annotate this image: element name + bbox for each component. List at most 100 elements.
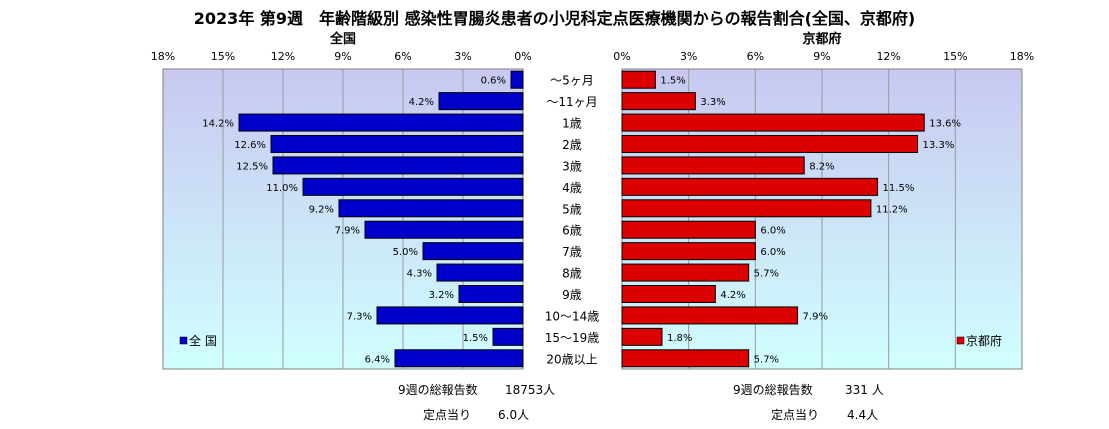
national-data-label: 1.5% <box>463 333 488 344</box>
kyoto-tick-label: 18% <box>1010 50 1034 63</box>
kyoto-bar <box>621 263 750 282</box>
category-label: 2歳 <box>562 138 582 152</box>
kyoto-tick-label: 6% <box>747 50 764 63</box>
national-panel: 0% 3% 6% 9% 12% 15% 18% 全国 0.6% 4.2% 14.2%12.6% 12.… <box>151 31 532 370</box>
national-data-label: 3.2% <box>429 290 454 301</box>
kyoto-bar <box>621 70 656 89</box>
national-bar <box>458 285 524 303</box>
kyoto-per-site-value: 4.4人 <box>847 408 879 422</box>
kyoto-tick-label: 15% <box>943 50 967 63</box>
kyoto-bar <box>621 199 872 218</box>
national-bar <box>492 327 524 346</box>
kyoto-bar <box>621 92 696 111</box>
national-tick-label: 6% <box>394 50 411 63</box>
national-data-label: 4.3% <box>407 269 432 280</box>
national-legend-swatch <box>179 336 188 345</box>
national-bar <box>302 177 524 196</box>
national-bar <box>376 306 524 325</box>
national-bar <box>272 156 524 175</box>
national-per-site-value: 6.0人 <box>498 408 530 422</box>
category-label: 5歳 <box>562 202 582 216</box>
category-label: 10～14歳 <box>545 309 600 323</box>
national-data-label: 11.0% <box>266 183 298 194</box>
national-panel-title: 全国 <box>329 31 356 47</box>
chart-title: 2023年 第9週 年齢階級別 感染性胃腸炎患者の小児科定点医療機関からの報告割… <box>193 9 916 28</box>
category-label: 20歳以上 <box>546 352 597 366</box>
kyoto-panel-title: 京都府 <box>802 31 841 47</box>
kyoto-bar <box>621 177 879 196</box>
national-tick-label: 12% <box>271 50 295 63</box>
category-label: ～11ヶ月 <box>546 95 597 109</box>
kyoto-data-label: 6.0% <box>760 247 785 258</box>
national-data-label: 12.6% <box>234 140 266 151</box>
kyoto-bar <box>621 327 663 346</box>
kyoto-data-label: 13.3% <box>923 140 955 151</box>
kyoto-bar <box>621 135 919 153</box>
national-data-label: 12.5% <box>236 161 268 172</box>
national-tick-label: 18% <box>151 50 175 63</box>
kyoto-tick-label: 3% <box>680 50 697 63</box>
national-per-site-label: 定点当り <box>423 408 472 422</box>
national-tick-label: 3% <box>454 50 471 63</box>
kyoto-per-site-label: 定点当り <box>771 408 820 422</box>
kyoto-data-label: 8.2% <box>809 161 834 172</box>
national-bar <box>394 349 524 368</box>
kyoto-bar <box>621 156 805 175</box>
national-data-label: 7.3% <box>347 311 372 322</box>
national-tick-label: 9% <box>334 50 351 63</box>
national-bar <box>364 220 524 239</box>
kyoto-panel: 0% 3% 6% 9% 12% 15% 18% 京都府 1.5% 3.3% 13.6% 13.3% 8.… <box>613 31 1034 370</box>
kyoto-bar <box>621 285 716 303</box>
national-bar <box>270 135 524 153</box>
kyoto-data-label: 11.2% <box>876 204 908 215</box>
kyoto-tick-label: 0% <box>613 50 630 63</box>
kyoto-total-value: 331 人 <box>845 383 884 397</box>
national-total-label: 9週の総報告数 <box>398 383 478 397</box>
kyoto-total-label: 9週の総報告数 <box>733 383 813 397</box>
national-bar <box>510 70 524 89</box>
kyoto-data-label: 1.5% <box>660 76 685 87</box>
national-legend-label: 全 国 <box>189 333 217 348</box>
national-bar <box>238 113 524 132</box>
national-data-label: 9.2% <box>309 204 334 215</box>
national-bar <box>436 263 524 282</box>
national-total-value: 18753人 <box>505 383 556 397</box>
butterfly-bar-chart: 0% 3% 6% 9% 12% 15% 18% 全国 0.6% 4.2% 14.2%12.6% 12.… <box>151 31 1034 370</box>
national-tick-label: 0% <box>514 50 531 63</box>
kyoto-data-label: 5.7% <box>754 354 779 365</box>
kyoto-data-label: 4.2% <box>720 290 745 301</box>
national-bar <box>438 92 524 111</box>
kyoto-data-label: 6.0% <box>760 226 785 237</box>
kyoto-data-label: 5.7% <box>754 269 779 280</box>
category-label: 7歳 <box>562 245 582 259</box>
category-label: 15～19歳 <box>545 331 600 345</box>
category-label: 9歳 <box>562 288 582 302</box>
category-labels: ～5ヶ月 ～11ヶ月 1歳 2歳 3歳 4歳 5歳 6歳 7歳 8歳 9歳 10～14歳 15～19歳 2… <box>545 74 600 367</box>
category-label: 1歳 <box>562 117 582 131</box>
national-tick-label: 15% <box>211 50 235 63</box>
kyoto-legend-swatch <box>956 336 965 345</box>
national-data-label: 6.4% <box>365 354 390 365</box>
kyoto-bar <box>621 349 750 368</box>
kyoto-data-label: 3.3% <box>700 97 725 108</box>
kyoto-bar <box>621 113 925 132</box>
category-label: ～5ヶ月 <box>550 74 594 88</box>
category-label: 3歳 <box>562 159 582 173</box>
kyoto-bar <box>621 242 756 261</box>
kyoto-bar <box>621 220 756 239</box>
national-data-label: 14.2% <box>202 119 234 130</box>
national-data-label: 0.6% <box>481 76 506 87</box>
national-bar <box>422 242 524 261</box>
kyoto-data-label: 13.6% <box>929 119 961 130</box>
category-label: 8歳 <box>562 267 582 281</box>
national-data-label: 7.9% <box>335 226 360 237</box>
category-label: 4歳 <box>562 181 582 195</box>
kyoto-tick-label: 12% <box>876 50 900 63</box>
national-data-label: 5.0% <box>393 247 418 258</box>
national-data-label: 4.2% <box>409 97 434 108</box>
kyoto-data-label: 1.8% <box>667 333 692 344</box>
kyoto-data-label: 11.5% <box>883 183 915 194</box>
category-label: 6歳 <box>562 224 582 238</box>
kyoto-data-label: 7.9% <box>803 311 828 322</box>
kyoto-tick-label: 9% <box>813 50 830 63</box>
